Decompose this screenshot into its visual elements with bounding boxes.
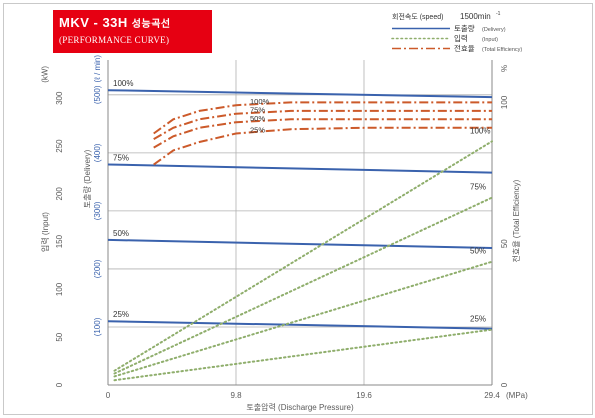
input-tick-label: 200 <box>55 187 64 201</box>
delivery-line-50pct <box>107 238 493 249</box>
x-tick-label: 9.8 <box>230 391 242 400</box>
legend-label-efficiency: 전효율 <box>454 43 475 53</box>
title-korean: 성능곡선 <box>131 19 171 30</box>
efficiency-label: 75% <box>250 106 265 115</box>
input-tick-label: 300 <box>55 91 64 105</box>
figure-frame <box>3 3 593 415</box>
input-tick-label: 0 <box>55 382 64 387</box>
efficiency-unit-label: % <box>500 65 509 72</box>
legend-speed-sup: -1 <box>496 11 501 17</box>
delivery-tick-label: (300) <box>93 201 102 220</box>
efficiency-line-25pct <box>153 126 492 166</box>
delivery-label: 75% <box>113 153 129 162</box>
legend-label-delivery: 토출량 <box>454 23 475 33</box>
delivery-label: 100% <box>113 79 133 88</box>
legend-label-en-input: (Input) <box>482 37 498 43</box>
input-tick-label: 100 <box>55 282 64 296</box>
delivery-unit-label: (ℓ / min) <box>93 55 102 83</box>
legend-label-input: 입력 <box>454 34 468 43</box>
input-line-100pct <box>113 140 493 372</box>
input-unit-label: (kW) <box>41 66 50 83</box>
efficiency-line-50pct <box>153 118 492 149</box>
title-banner: MKV - 33H 성능곡선 (PERFORMANCE CURVE) <box>53 10 212 53</box>
delivery-tick-label: (400) <box>93 143 102 162</box>
legend: 회전속도 (speed) 1500min -1 토출량 (Delivery) 입력 (Inp… <box>391 11 522 53</box>
input-line-50pct <box>113 260 493 378</box>
efficiency-axis-title: 전효율 (Total Efficiency) <box>511 179 521 262</box>
input-label: 25% <box>470 315 486 324</box>
delivery-tick-label: (500) <box>93 85 102 104</box>
input-label: 75% <box>470 183 486 192</box>
delivery-line-75pct <box>107 163 493 174</box>
input-line-75pct <box>113 196 493 375</box>
delivery-tick-label: (100) <box>93 317 102 336</box>
delivery-tick-label: (200) <box>93 259 102 278</box>
input-label: 100% <box>470 126 490 135</box>
input-tick-label: 50 <box>55 332 64 341</box>
efficiency-tick-label: 0 <box>500 382 509 387</box>
efficiency-label: 100% <box>250 97 270 106</box>
x-unit-label: (MPa) <box>506 391 528 400</box>
efficiency-tick-label: 100 <box>500 95 509 109</box>
input-axis-title: 입력 (Input) <box>40 212 50 252</box>
input-label: 50% <box>470 247 486 256</box>
x-axis-title: 토출압력 (Discharge Pressure) <box>246 402 354 412</box>
axes: 0 9.8 19.6 29.4 (MPa) 토출압력 (Discharge Pressur… <box>40 55 528 412</box>
input-line-25pct <box>113 328 493 382</box>
delivery-line-25pct <box>107 320 493 330</box>
legend-label-en-efficiency: (Total Efficiency) <box>482 47 522 53</box>
series-labels: 100%75%50%25%100%75%50%25%100%75%50%25% <box>113 79 490 323</box>
grid-lines <box>108 60 493 385</box>
x-tick-label: 19.6 <box>356 391 372 400</box>
input-tick-label: 250 <box>55 139 64 153</box>
efficiency-label: 25% <box>250 125 265 134</box>
legend-speed-value: 1500min <box>460 12 491 21</box>
series-lines <box>107 89 493 382</box>
legend-label-en-delivery: (Delivery) <box>482 27 506 33</box>
legend-speed-label: 회전속도 (speed) <box>392 12 443 21</box>
efficiency-tick-label: 50 <box>500 239 509 248</box>
title-model: MKV - 33H <box>59 15 128 30</box>
delivery-label: 50% <box>113 229 129 238</box>
delivery-axis-title: 토출량 (Delivery) <box>82 149 92 208</box>
delivery-line-100pct <box>107 89 493 99</box>
x-tick-label: 0 <box>106 391 111 400</box>
efficiency-label: 50% <box>250 114 265 123</box>
chart-title: MKV - 33H 성능곡선 <box>59 15 171 30</box>
chart-subtitle: (PERFORMANCE CURVE) <box>59 35 170 45</box>
efficiency-line-75pct <box>153 109 492 140</box>
x-tick-label: 29.4 <box>484 391 500 400</box>
delivery-label: 25% <box>113 310 129 319</box>
input-tick-label: 150 <box>55 234 64 248</box>
